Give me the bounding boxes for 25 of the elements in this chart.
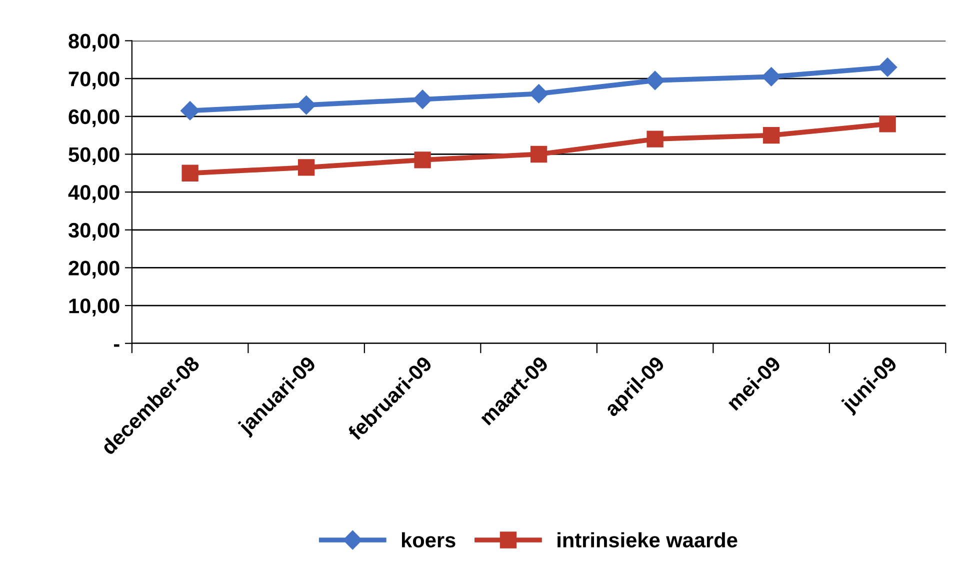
point: [296, 96, 316, 115]
point: [530, 146, 548, 163]
y-tick-label: 70,00: [68, 72, 120, 90]
point: [414, 152, 431, 168]
y-tick-label: 10,00: [69, 298, 120, 316]
point: [646, 70, 665, 90]
y-tick-label: 20,00: [68, 260, 120, 278]
legend-label: intrinsieke waarde: [558, 532, 738, 548]
point: [529, 84, 548, 104]
point: [298, 159, 315, 176]
point: [646, 130, 664, 148]
y-tick-label: 60,00: [68, 109, 120, 128]
point: [762, 126, 780, 144]
y-tick-label: 40,00: [68, 185, 120, 203]
point: [180, 101, 200, 120]
y-tick-label: 80,00: [68, 34, 120, 52]
y-tick-label: -: [114, 344, 120, 347]
point: [182, 164, 198, 182]
y-tick-label: 30,00: [68, 222, 120, 241]
point: [878, 58, 898, 77]
y-tick-label: 50,00: [68, 147, 120, 166]
point: [762, 67, 781, 86]
legend-label: koers: [402, 532, 456, 548]
point: [413, 90, 432, 109]
point: [879, 116, 896, 132]
